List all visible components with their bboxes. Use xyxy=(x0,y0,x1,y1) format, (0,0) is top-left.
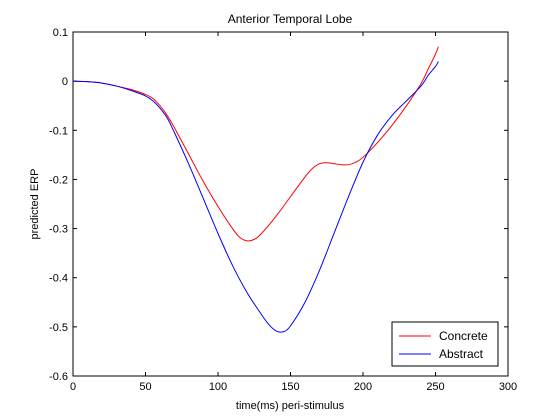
chart-title: Anterior Temporal Lobe xyxy=(228,12,353,26)
y-axis-label: predicted ERP xyxy=(29,169,41,240)
y-tick-label: -0.2 xyxy=(49,174,68,186)
x-tick-label: 150 xyxy=(281,381,299,393)
y-tick-label: -0.5 xyxy=(49,322,68,334)
x-tick-label: 200 xyxy=(354,381,372,393)
x-tick-label: 50 xyxy=(139,381,151,393)
tick-marks xyxy=(72,31,509,377)
legend-box xyxy=(391,321,499,367)
y-tick-label: -0.4 xyxy=(49,273,68,285)
plot-area xyxy=(72,31,509,377)
y-tick-label: -0.6 xyxy=(49,371,68,383)
x-axis-label: time(ms) peri-stimulus xyxy=(236,400,345,412)
y-tick-label: 0 xyxy=(62,76,68,88)
legend-label-concrete: Concrete xyxy=(439,329,488,343)
legend: Concrete Abstract xyxy=(391,321,499,367)
y-tick-label: 0.1 xyxy=(53,27,68,39)
series-line-abstract xyxy=(72,61,439,333)
series-line-concrete xyxy=(72,46,439,242)
y-tick-label: -0.1 xyxy=(49,125,68,137)
series-layer xyxy=(72,46,439,333)
x-tick-label: 100 xyxy=(209,381,227,393)
y-tick-label: -0.3 xyxy=(49,224,68,236)
x-tick-label: 0 xyxy=(70,381,76,393)
x-tick-label: 300 xyxy=(499,381,517,393)
y-tick-labels: 0.1 0 -0.1 -0.2 -0.3 -0.4 -0.5 -0.6 xyxy=(49,27,68,383)
x-tick-labels: 0 50 100 150 200 250 300 xyxy=(70,381,517,393)
x-tick-label: 250 xyxy=(426,381,444,393)
legend-label-abstract: Abstract xyxy=(439,347,484,361)
